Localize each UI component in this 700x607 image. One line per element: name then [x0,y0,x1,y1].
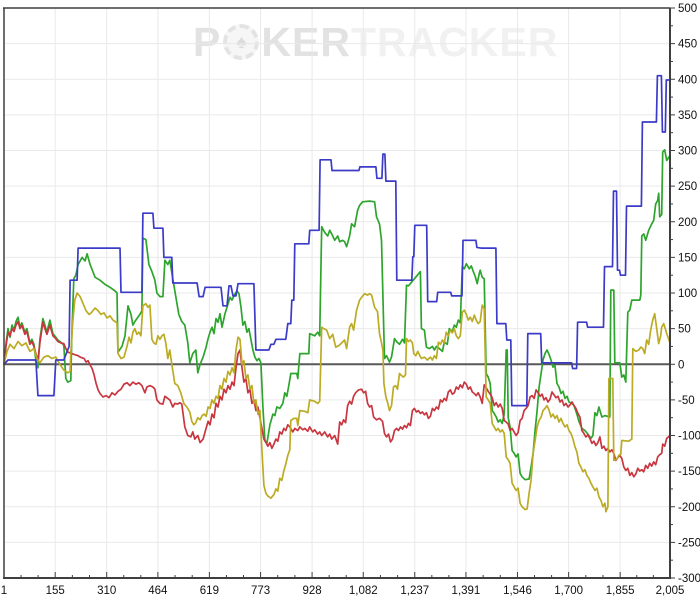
y-tick-label: 400 [678,74,697,86]
y-tick-label: 150 [678,252,697,264]
x-tick-label: 619 [200,585,219,597]
series-green-line [3,148,671,481]
y-tick-label: -100 [678,431,700,443]
y-tick-label: 0 [678,359,684,371]
x-tick-label: 464 [148,585,168,597]
x-tick-label: 2,005 [656,585,685,597]
x-tick-label: 773 [251,585,270,597]
y-tick-label: 100 [678,288,697,300]
x-tick-label: 1,546 [503,585,532,597]
series-blue-line [3,74,671,407]
y-tick-label: -250 [678,537,700,549]
y-tick-label: -200 [678,502,700,514]
y-tick-label: -150 [678,466,700,478]
y-tick-label: 300 [678,146,697,158]
y-tick-label: 200 [678,217,697,229]
x-tick-label: 1,391 [452,585,481,597]
y-tick-label: 450 [678,39,697,51]
y-tick-label: -50 [678,395,695,407]
series-yellow-line [3,292,671,513]
y-tick-label: -300 [678,573,700,585]
x-tick-label: 310 [97,585,116,597]
x-tick-label: 1,855 [606,585,635,597]
x-tick-label: 1,082 [349,585,378,597]
y-tick-label: 350 [678,110,697,122]
y-tick-label: 250 [678,181,697,193]
y-tick-label: 50 [678,324,691,336]
x-tick-label: 1 [1,585,7,597]
series-red-line [3,320,671,478]
x-tick-label: 1,700 [554,585,583,597]
y-tick-label: 500 [678,3,697,15]
x-tick-label: 155 [46,585,65,597]
x-tick-label: 1,237 [400,585,429,597]
x-tick-label: 928 [302,585,321,597]
